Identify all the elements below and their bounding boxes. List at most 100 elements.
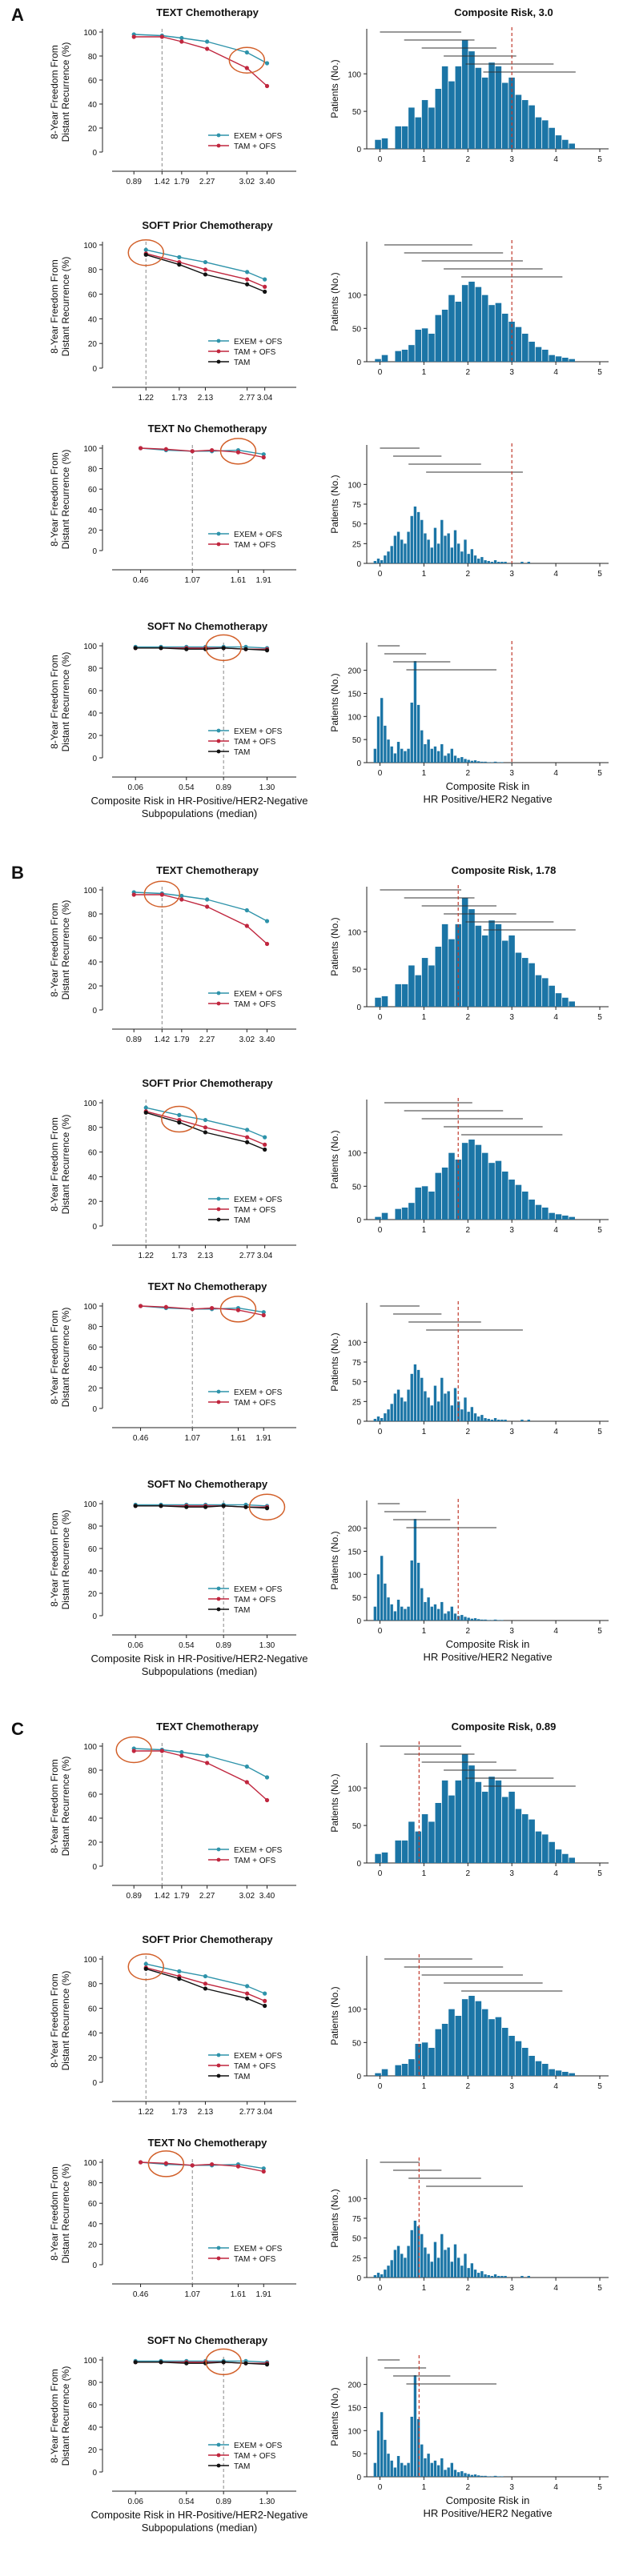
y-tick-label: 20 xyxy=(88,527,98,535)
hist-bar xyxy=(447,1611,450,1621)
hist-bar xyxy=(415,330,422,362)
hist-bar xyxy=(444,755,447,763)
hist-bar xyxy=(504,2276,507,2278)
legend-label: TAM + OFS xyxy=(234,541,276,550)
data-point xyxy=(203,1130,208,1135)
data-point xyxy=(159,892,164,897)
y-tick-label: 60 xyxy=(88,935,98,943)
hist-x-tick-label: 0 xyxy=(378,1869,383,1878)
y-tick-label: 100 xyxy=(83,1743,97,1752)
data-point xyxy=(245,277,250,282)
y-axis-label: 8-Year Freedom From xyxy=(49,452,60,547)
hist-bar xyxy=(424,533,427,563)
hist-bar xyxy=(424,1601,427,1621)
legend-label: EXEM + OFS xyxy=(234,2442,283,2450)
data-point xyxy=(261,2166,266,2171)
legend-label: EXEM + OFS xyxy=(234,1846,283,1855)
hist-bar xyxy=(416,1369,420,1421)
hist-y-label: Patients (No.) xyxy=(329,1332,340,1391)
y-axis-label: Distant Recurrence (%) xyxy=(60,1308,71,1408)
hist-y-tick-label: 0 xyxy=(356,1617,361,1626)
line-panel-b-1: TEXT Chemotherapy 0 20 40 60 80 100 8-Year Free… xyxy=(49,864,296,1044)
hist-bar xyxy=(421,100,428,149)
hist-bar xyxy=(461,1999,468,2076)
hist-x-tick-label: 4 xyxy=(553,1869,558,1878)
hist-bar xyxy=(488,1163,495,1220)
hist-bar xyxy=(475,1144,482,1220)
hist-bar xyxy=(555,1214,562,1220)
hist-bar xyxy=(549,355,555,362)
hist-bar xyxy=(468,1996,475,2076)
section-letter: C xyxy=(11,1719,24,1739)
hist-bar xyxy=(497,2276,500,2278)
y-tick-label: 100 xyxy=(83,1100,97,1108)
hist-panel-c-4: 0 50 100 150 200 Patients (No.) 0 1 2 3 4 5 Composit… xyxy=(329,2355,609,2519)
hist-x-tick-label: 4 xyxy=(553,2082,558,2091)
hist-bar xyxy=(522,100,529,149)
hist-bar xyxy=(473,1413,477,1421)
hist-bar xyxy=(555,135,562,149)
y-tick-label: 0 xyxy=(92,1613,97,1621)
hist-bar xyxy=(535,1204,542,1220)
hist-bar xyxy=(407,748,410,763)
y-tick-label: 0 xyxy=(92,2079,97,2088)
hist-bar xyxy=(376,2273,380,2278)
y-axis-label: 8-Year Freedom From xyxy=(49,655,60,749)
hist-bar xyxy=(440,743,444,763)
hist-bar xyxy=(373,561,377,563)
y-tick-label: 60 xyxy=(88,1545,98,1554)
hist-y-tick-label: 0 xyxy=(356,2073,361,2081)
data-point xyxy=(159,1749,164,1753)
hist-bar xyxy=(387,1409,390,1421)
hist-bar xyxy=(400,1606,404,1621)
hist-y-tick-label: 100 xyxy=(348,1339,361,1348)
hist-bar xyxy=(420,1588,424,1621)
y-axis-label: 8-Year Freedom From xyxy=(49,1973,60,2068)
data-point xyxy=(235,450,241,455)
hist-bar xyxy=(461,40,468,149)
legend-label: TAM xyxy=(234,1606,250,1615)
hist-bar xyxy=(436,751,440,763)
hist-bar xyxy=(401,126,408,149)
hist-bar xyxy=(410,1373,413,1421)
hist-bar xyxy=(427,539,430,563)
data-point xyxy=(263,1998,267,2003)
hist-bar xyxy=(416,1562,420,1621)
hist-bar xyxy=(400,539,404,563)
y-tick-label: 40 xyxy=(88,1815,98,1824)
hist-bar xyxy=(461,285,468,362)
legend-label: TAM + OFS xyxy=(234,738,276,747)
hist-bar xyxy=(468,1765,475,1863)
x-tick-label: 1.30 xyxy=(259,1641,275,1650)
data-point xyxy=(179,893,184,899)
hist-x-tick-label: 5 xyxy=(597,1226,602,1235)
hist-x-tick-label: 1 xyxy=(422,2082,427,2091)
legend-marker xyxy=(216,2442,221,2447)
hist-bar xyxy=(453,755,457,763)
y-tick-label: 60 xyxy=(88,1344,98,1352)
hist-x-tick-label: 2 xyxy=(466,570,471,579)
hist-bar xyxy=(562,358,569,362)
hist-bar xyxy=(522,334,529,362)
x-tick-label: 0.54 xyxy=(179,783,195,792)
hist-bar xyxy=(444,535,447,563)
y-axis-label: 8-Year Freedom From xyxy=(49,1117,60,1212)
hist-bar xyxy=(416,2418,420,2477)
line-panel-b-4: SOFT No Chemotherapy 0 20 40 60 80 100 8-Year F… xyxy=(49,1478,307,1677)
hist-x-tick-label: 5 xyxy=(597,2082,602,2091)
legend-label: TAM xyxy=(234,2462,250,2471)
legend-marker xyxy=(216,1607,221,1612)
x-tick-label: 2.27 xyxy=(199,1036,215,1044)
hist-bar xyxy=(440,1377,444,1421)
y-tick-label: 80 xyxy=(88,1981,98,1989)
y-axis-label: 8-Year Freedom From xyxy=(49,2166,60,2261)
hist-bar xyxy=(508,2036,515,2076)
data-point xyxy=(143,252,148,257)
series-line xyxy=(140,1305,264,1316)
hist-bar xyxy=(456,758,460,763)
hist-x-tick-label: 0 xyxy=(378,1428,383,1436)
hist-bar xyxy=(535,1831,542,1863)
hist-bar xyxy=(375,2073,381,2076)
hist-bar xyxy=(404,751,407,763)
